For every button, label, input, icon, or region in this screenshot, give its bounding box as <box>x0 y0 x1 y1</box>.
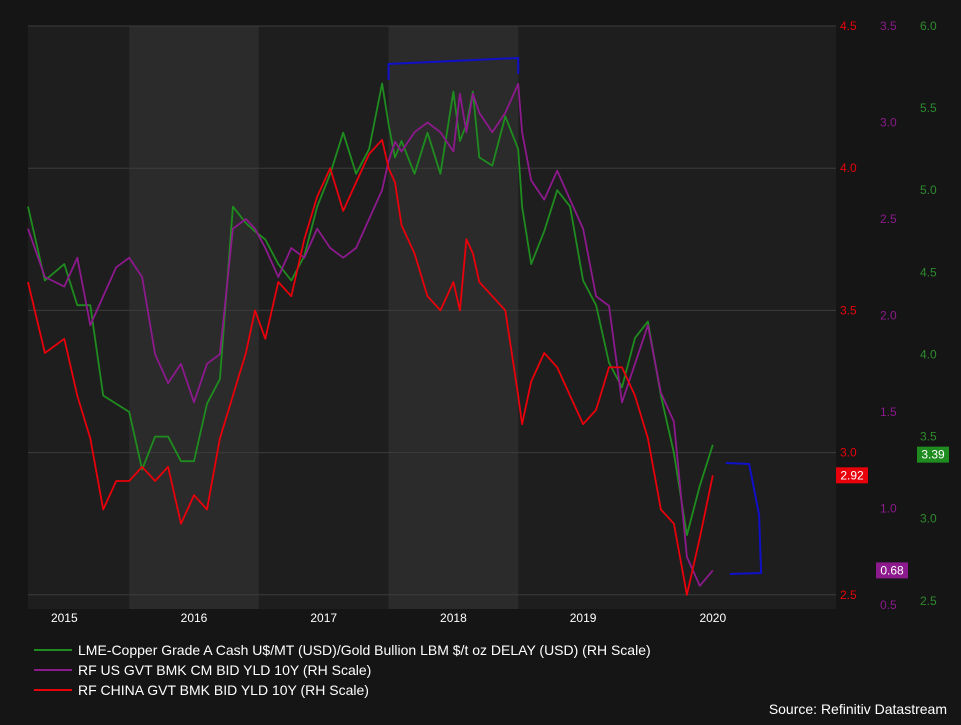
year-band <box>388 26 519 609</box>
last-value-badge <box>917 446 949 463</box>
ratio-tick-label: 4.0 <box>920 347 937 361</box>
year-band <box>129 26 259 609</box>
x-axis-labels: 2015 2016 2017 2018 2019 2020 <box>51 611 726 625</box>
gridlines <box>28 25 836 596</box>
ratio-tick-label: 6.0 <box>920 19 937 33</box>
us-tick-label: 2.5 <box>880 212 897 226</box>
ratio-tick-label: 5.0 <box>920 183 937 197</box>
china-axis: 2.5 3.0 3.5 4.0 4.5 <box>840 19 857 602</box>
ratio-tick-label: 5.5 <box>920 101 937 115</box>
annotation-bracket <box>387 56 520 80</box>
x-tick-label: 2015 <box>51 611 78 625</box>
legend-swatch-purple <box>34 669 72 671</box>
x-tick-label: 2020 <box>699 611 726 625</box>
series-line <box>27 83 714 587</box>
annotation-bracket <box>725 462 763 575</box>
legend-item-copper-gold: LME-Copper Grade A Cash U$/MT (USD)/Gold… <box>34 640 651 660</box>
ratio-axis: 2.5 3.0 3.5 4.0 4.5 5.0 5.5 6.0 <box>920 19 937 608</box>
us-axis: 0.5 1.0 1.5 2.0 2.5 3.0 3.5 <box>880 19 897 612</box>
year-shading <box>129 26 519 609</box>
china-tick-label: 3.5 <box>840 303 857 317</box>
china-tick-label: 2.5 <box>840 588 857 602</box>
last-value-text: 3.39 <box>921 448 945 462</box>
us-tick-label: 0.5 <box>880 598 897 612</box>
ratio-tick-label: 3.5 <box>920 430 937 444</box>
last-value-text: 2.92 <box>840 468 864 482</box>
series-line <box>27 82 714 536</box>
legend-item-china-10y: RF CHINA GVT BMK BID YLD 10Y (RH Scale) <box>34 680 651 700</box>
x-tick-label: 2017 <box>310 611 337 625</box>
last-value-labels: 3.39 0.68 2.92 <box>836 446 949 579</box>
ratio-tick-label: 4.5 <box>920 265 937 279</box>
legend-label: RF CHINA GVT BMK BID YLD 10Y (RH Scale) <box>78 682 369 698</box>
series-line <box>27 138 714 596</box>
us-tick-label: 1.5 <box>880 405 897 419</box>
us-tick-label: 1.0 <box>880 502 897 516</box>
series-lines <box>27 82 714 596</box>
ratio-tick-label: 2.5 <box>920 594 937 608</box>
us-tick-label: 3.5 <box>880 19 897 33</box>
legend-swatch-green <box>34 649 72 651</box>
last-value-badge <box>876 562 908 579</box>
china-tick-label: 4.5 <box>840 19 857 33</box>
china-tick-label: 4.0 <box>840 161 857 175</box>
legend: LME-Copper Grade A Cash U$/MT (USD)/Gold… <box>34 640 651 700</box>
ratio-tick-label: 3.0 <box>920 512 937 526</box>
us-tick-label: 2.0 <box>880 309 897 323</box>
brackets <box>387 56 763 575</box>
legend-swatch-red <box>34 689 72 691</box>
last-value-text: 0.68 <box>880 563 904 577</box>
x-tick-label: 2018 <box>440 611 467 625</box>
x-tick-label: 2019 <box>570 611 597 625</box>
china-tick-label: 3.0 <box>840 446 857 460</box>
us-tick-label: 3.0 <box>880 116 897 130</box>
x-tick-label: 2016 <box>181 611 208 625</box>
legend-item-us-10y: RF US GVT BMK CM BID YLD 10Y (RH Scale) <box>34 660 651 680</box>
legend-label: LME-Copper Grade A Cash U$/MT (USD)/Gold… <box>78 642 651 658</box>
last-value-badge <box>836 467 868 484</box>
source-note: Source: Refinitiv Datastream <box>768 701 947 717</box>
legend-label: RF US GVT BMK CM BID YLD 10Y (RH Scale) <box>78 662 372 678</box>
